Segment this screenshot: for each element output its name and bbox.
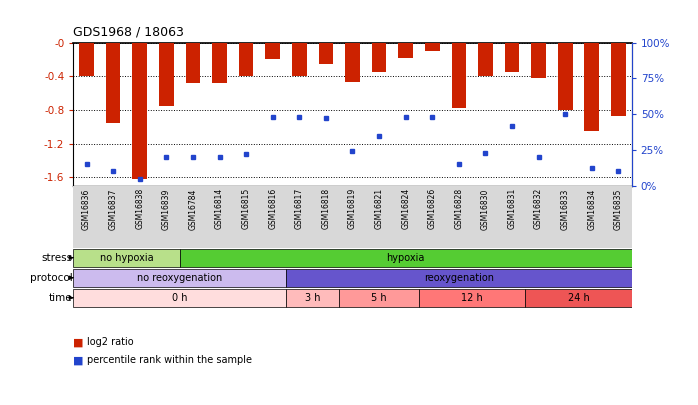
Bar xyxy=(73,289,286,307)
Text: percentile rank within the sample: percentile rank within the sample xyxy=(87,356,252,365)
Text: GSM16839: GSM16839 xyxy=(162,188,171,230)
Text: protocol: protocol xyxy=(30,273,73,283)
Bar xyxy=(611,43,625,116)
Bar xyxy=(159,43,174,106)
Bar xyxy=(80,43,94,76)
Bar xyxy=(346,43,359,82)
Text: GSM16835: GSM16835 xyxy=(614,188,623,230)
Text: GDS1968 / 18063: GDS1968 / 18063 xyxy=(73,26,184,38)
Text: ■: ■ xyxy=(73,356,84,365)
Bar xyxy=(339,289,419,307)
Text: GSM16784: GSM16784 xyxy=(188,188,198,230)
Bar xyxy=(133,43,147,179)
Bar xyxy=(584,43,599,131)
Text: GSM16832: GSM16832 xyxy=(534,188,543,229)
Bar xyxy=(478,43,493,76)
Text: 5 h: 5 h xyxy=(371,293,387,303)
Bar xyxy=(372,43,387,72)
Text: no hypoxia: no hypoxia xyxy=(100,253,154,263)
Text: GSM16826: GSM16826 xyxy=(428,188,437,229)
Text: 0 h: 0 h xyxy=(172,293,187,303)
Bar xyxy=(318,43,333,64)
Text: GSM16837: GSM16837 xyxy=(109,188,118,230)
Text: GSM16834: GSM16834 xyxy=(587,188,596,230)
Text: GSM16815: GSM16815 xyxy=(242,188,251,229)
Text: GSM16831: GSM16831 xyxy=(507,188,517,229)
Text: stress: stress xyxy=(42,253,73,263)
Text: GSM16830: GSM16830 xyxy=(481,188,490,230)
Bar xyxy=(526,289,632,307)
Bar xyxy=(286,289,339,307)
Text: GSM16814: GSM16814 xyxy=(215,188,224,229)
Bar xyxy=(531,43,546,78)
Text: GSM16824: GSM16824 xyxy=(401,188,410,229)
Bar xyxy=(292,43,306,76)
Bar xyxy=(212,43,227,83)
Bar xyxy=(419,289,526,307)
Text: GSM16836: GSM16836 xyxy=(82,188,91,230)
Bar xyxy=(106,43,121,122)
Text: log2 ratio: log2 ratio xyxy=(87,337,134,347)
Text: 3 h: 3 h xyxy=(305,293,320,303)
Text: GSM16817: GSM16817 xyxy=(295,188,304,229)
Text: GSM16821: GSM16821 xyxy=(375,188,384,229)
Bar xyxy=(73,269,286,287)
Text: GSM16816: GSM16816 xyxy=(268,188,277,229)
Text: GSM16819: GSM16819 xyxy=(348,188,357,229)
Text: GSM16838: GSM16838 xyxy=(135,188,144,229)
Text: ■: ■ xyxy=(73,337,84,347)
Bar xyxy=(179,249,632,267)
Text: GSM16828: GSM16828 xyxy=(454,188,463,229)
Bar xyxy=(452,43,466,108)
Bar xyxy=(399,43,413,58)
Text: no reoxygenation: no reoxygenation xyxy=(137,273,222,283)
Bar xyxy=(425,43,440,51)
Text: GSM16833: GSM16833 xyxy=(560,188,570,230)
Bar xyxy=(505,43,519,72)
Text: hypoxia: hypoxia xyxy=(387,253,425,263)
Text: GSM16818: GSM16818 xyxy=(321,188,330,229)
Bar xyxy=(239,43,253,76)
Bar xyxy=(558,43,572,110)
Bar xyxy=(265,43,280,60)
Text: reoxygenation: reoxygenation xyxy=(424,273,494,283)
Bar xyxy=(73,249,179,267)
Bar xyxy=(286,269,632,287)
Bar xyxy=(186,43,200,83)
Text: time: time xyxy=(49,293,73,303)
Text: 24 h: 24 h xyxy=(567,293,589,303)
Text: 12 h: 12 h xyxy=(461,293,483,303)
